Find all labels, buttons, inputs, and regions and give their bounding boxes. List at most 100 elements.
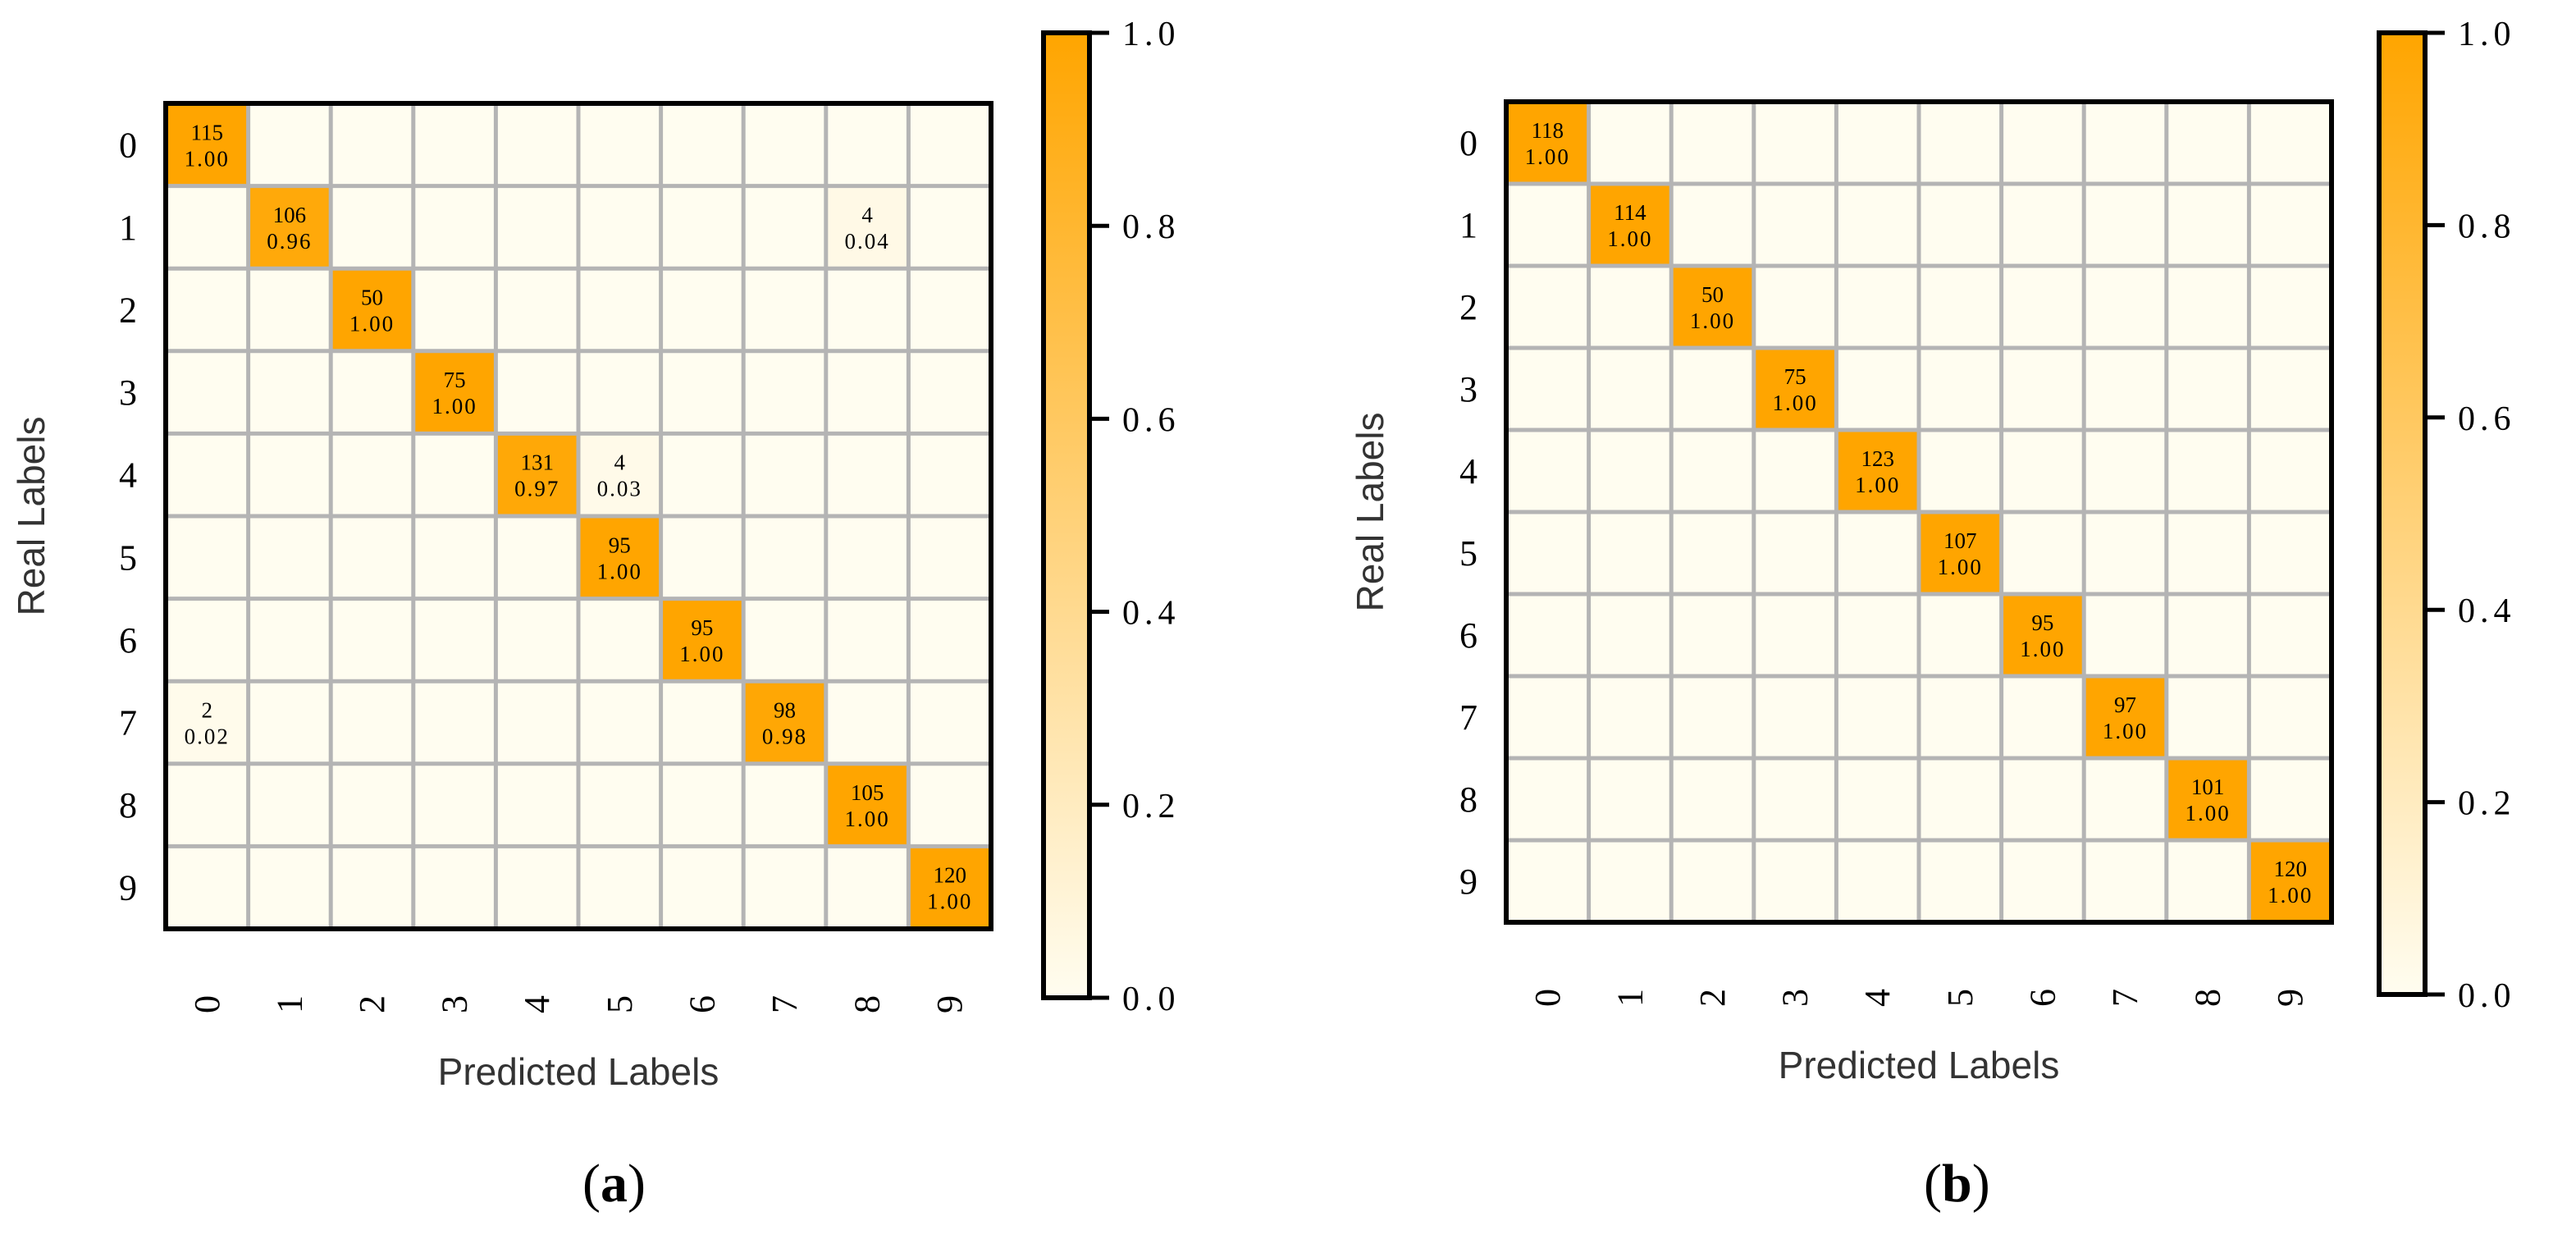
y-tick-label: 8 <box>1459 780 1478 820</box>
cell-r8-c8 <box>825 763 909 847</box>
cell-count-label: 98 <box>774 698 796 723</box>
x-tick-label: 5 <box>600 995 640 1013</box>
cell-r8-c8 <box>2166 758 2249 840</box>
cell-count-label: 95 <box>609 533 631 557</box>
cell-ratio-label: 1.00 <box>185 146 230 171</box>
cell-r1-c8 <box>825 185 909 269</box>
y-tick-label: 9 <box>119 868 137 908</box>
cell-ratio-label: 1.00 <box>2268 883 2313 908</box>
y-tick-label: 0 <box>119 125 137 165</box>
panel-caption-b: (b) <box>1924 1154 1990 1214</box>
cell-ratio-label: 0.03 <box>597 477 642 501</box>
cell-r7-c7 <box>743 681 826 764</box>
matrix-border <box>163 101 993 931</box>
cell-ratio-label: 1.00 <box>679 642 724 666</box>
cell-ratio-label: 1.00 <box>1938 555 1983 579</box>
cell-r1-c1 <box>1588 184 1672 266</box>
x-tick-label: 6 <box>682 995 722 1013</box>
cell-r5-c5 <box>578 516 661 599</box>
cell-r3-c3 <box>413 350 496 434</box>
x-axis-label: Predicted Labels <box>438 1050 719 1093</box>
cell-count-label: 120 <box>2273 857 2307 881</box>
y-tick-label: 4 <box>1459 451 1478 491</box>
cell-count-label: 2 <box>202 698 213 723</box>
y-tick-label: 6 <box>1459 615 1478 656</box>
cell-count-label: 105 <box>851 780 884 805</box>
cell-ratio-label: 1.00 <box>1855 473 1900 497</box>
cell-r2-c2 <box>331 268 413 351</box>
x-tick-label: 9 <box>929 995 970 1013</box>
cell-ratio-label: 1.00 <box>2020 637 2065 661</box>
x-tick-label: 3 <box>435 995 475 1013</box>
x-tick-label: 0 <box>1528 989 1568 1007</box>
x-tick-label: 8 <box>2188 989 2228 1007</box>
x-tick-label: 2 <box>352 995 392 1013</box>
y-tick-label: 4 <box>119 455 137 496</box>
cell-count-label: 4 <box>614 450 626 475</box>
colorbar-tick-label: 0.0 <box>2458 977 2516 1015</box>
colorbar-tick-label: 0.6 <box>1122 401 1181 439</box>
cell-count-label: 97 <box>2114 693 2136 717</box>
x-tick-label: 3 <box>1775 989 1816 1007</box>
x-tick-label: 7 <box>765 995 805 1013</box>
cell-count-label: 114 <box>1614 200 1647 225</box>
cell-count-label: 95 <box>691 615 713 640</box>
cell-r6-c6 <box>660 598 744 682</box>
y-tick-label: 2 <box>1459 287 1478 327</box>
cell-count-label: 101 <box>2191 775 2225 799</box>
cell-ratio-label: 1.00 <box>1772 391 1817 415</box>
cell-ratio-label: 1.00 <box>1525 144 1570 169</box>
cell-ratio-label: 1.00 <box>349 312 395 336</box>
cell-r5-c5 <box>1919 512 2002 594</box>
x-tick-label: 1 <box>1610 989 1650 1007</box>
cell-ratio-label: 0.04 <box>844 229 889 254</box>
cell-ratio-label: 0.97 <box>514 477 560 501</box>
cell-count-label: 50 <box>361 286 383 310</box>
cell-ratio-label: 1.00 <box>2185 801 2230 825</box>
y-tick-label: 7 <box>119 703 137 743</box>
y-tick-label: 2 <box>119 290 137 331</box>
cell-ratio-label: 0.98 <box>762 725 807 749</box>
matrix-border <box>1504 99 2334 925</box>
x-tick-label: 1 <box>269 995 309 1013</box>
cell-count-label: 95 <box>2031 610 2053 635</box>
cell-count-label: 4 <box>861 203 873 227</box>
cell-ratio-label: 1.00 <box>432 394 477 418</box>
cell-count-label: 115 <box>191 120 224 144</box>
cell-r6-c6 <box>2001 594 2085 676</box>
cell-count-label: 123 <box>1861 446 1894 471</box>
colorbar-tick-label: 0.6 <box>2458 400 2516 438</box>
colorbar <box>1041 30 1092 1000</box>
x-tick-label: 2 <box>1692 989 1733 1007</box>
colorbar-tick-label: 1.0 <box>1122 16 1181 53</box>
y-tick-label: 3 <box>1459 369 1478 409</box>
x-axis-label: Predicted Labels <box>1779 1044 2060 1086</box>
cell-r4-c5 <box>578 433 661 516</box>
cell-ratio-label: 0.02 <box>185 725 230 749</box>
cell-r4-c4 <box>496 433 578 516</box>
colorbar-tick-label: 0.2 <box>1122 788 1181 825</box>
y-tick-label: 5 <box>1459 533 1478 574</box>
cell-count-label: 50 <box>1701 282 1724 307</box>
cell-count-label: 75 <box>1784 364 1806 389</box>
x-tick-label: 9 <box>2270 989 2310 1007</box>
cell-r0-c0 <box>166 103 249 186</box>
cell-r7-c0 <box>166 681 249 764</box>
colorbar-tick-label: 0.8 <box>2458 208 2516 245</box>
cell-count-label: 75 <box>444 368 466 392</box>
cell-ratio-label: 1.00 <box>1690 309 1735 333</box>
cell-count-label: 106 <box>273 203 307 227</box>
cell-ratio-label: 1.00 <box>844 807 889 831</box>
x-tick-label: 0 <box>187 995 227 1013</box>
x-tick-label: 8 <box>847 995 888 1013</box>
x-tick-label: 6 <box>2022 989 2062 1007</box>
y-tick-label: 3 <box>119 373 137 413</box>
colorbar-tick-label: 0.4 <box>2458 592 2516 630</box>
cell-r0-c0 <box>1506 102 1589 184</box>
cell-r4-c4 <box>1836 430 1919 512</box>
cell-count-label: 131 <box>520 450 554 475</box>
x-tick-label: 4 <box>517 995 557 1013</box>
